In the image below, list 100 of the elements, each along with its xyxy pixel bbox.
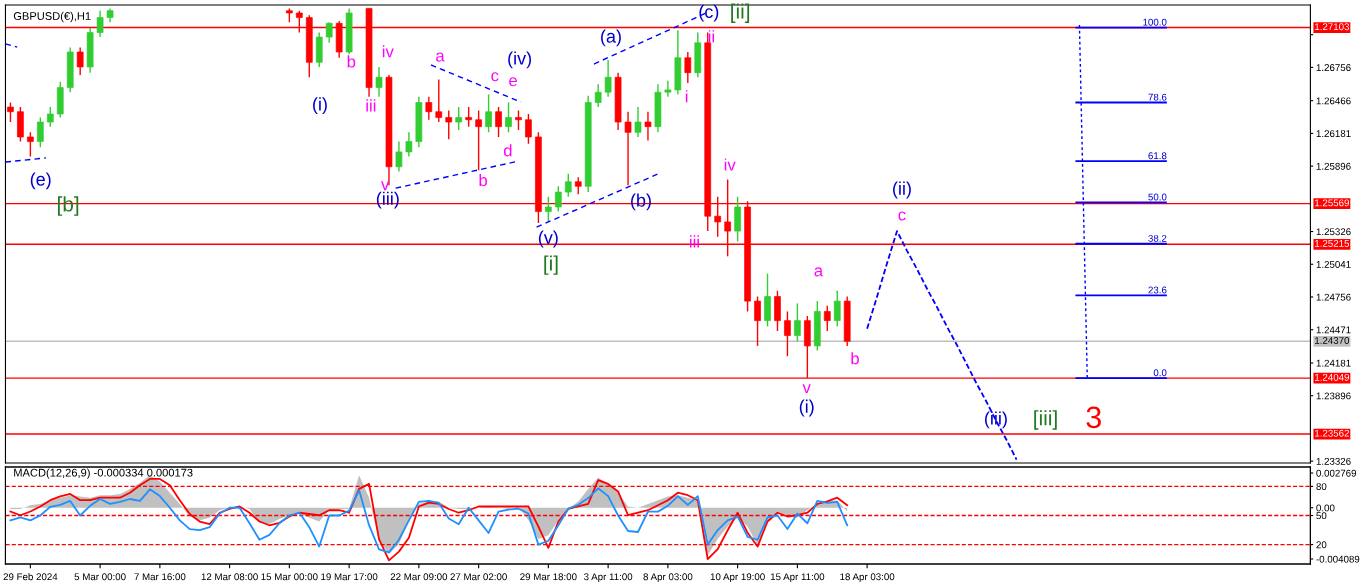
annotation: [iii] — [1034, 410, 1057, 430]
x-tick-label: 19 Mar 17:00 — [321, 573, 378, 581]
annotation: (i) — [313, 97, 327, 115]
y-tick-label: 1.26466 — [1316, 97, 1351, 105]
x-tick-label: 5 Mar 00:00 — [74, 573, 126, 581]
annotation: 38.2 — [1148, 234, 1167, 242]
candlestick — [325, 21, 333, 44]
y-tick-label: 0.002769 — [1316, 469, 1357, 477]
y-tick-label: 1.24471 — [1316, 326, 1351, 334]
candlestick — [485, 93, 492, 134]
y-tick-label: 1.24181 — [1316, 359, 1351, 367]
annotation: b — [479, 173, 488, 187]
annotation: d — [503, 144, 512, 157]
candlestick — [624, 111, 632, 186]
candlestick — [823, 305, 831, 332]
ref-line-label: 1.27103 — [1315, 23, 1350, 31]
candlestick — [7, 101, 14, 123]
annotation: a — [814, 267, 824, 277]
y-tick-label: 1.25326 — [1316, 228, 1351, 236]
candlestick — [425, 96, 433, 121]
ref-line-label: 1.24370 — [1315, 337, 1350, 344]
y-tick-label: 0.00 — [1316, 504, 1335, 512]
annotation: (iv) — [508, 51, 532, 69]
candlestick — [76, 46, 84, 76]
x-tick-label: 10 Apr 19:00 — [710, 573, 765, 583]
y-tick-label: 1.26756 — [1316, 64, 1351, 72]
candlestick — [395, 140, 403, 173]
candlestick — [46, 106, 54, 128]
candlestick — [644, 111, 652, 142]
annotation: (ii) — [893, 181, 911, 199]
annotation: ii — [708, 30, 715, 43]
candlestick — [36, 116, 44, 148]
candlestick — [833, 290, 841, 328]
candlestick — [455, 106, 463, 131]
y2-tick-label: 50 — [1316, 512, 1327, 520]
x-tick-label: 15 Mar 00:00 — [261, 573, 318, 581]
annotation: b — [851, 352, 859, 365]
candlestick — [495, 106, 502, 138]
y-tick-label: 1.25041 — [1316, 261, 1351, 268]
x-tick-label: 3 Apr 11:00 — [583, 573, 633, 583]
text: GBPUSD(€),H1 — [13, 11, 91, 23]
line-series — [9, 487, 849, 554]
annotation: (i) — [799, 399, 814, 417]
annotation: (iii) — [985, 411, 1007, 429]
candlestick — [554, 185, 562, 213]
x-tick-label: 27 Mar 02:00 — [450, 573, 507, 581]
candlestick — [375, 66, 383, 98]
candlestick — [96, 9, 104, 38]
y2-tick-label: 20 — [1316, 541, 1327, 549]
candlestick — [594, 83, 602, 108]
candlestick — [794, 302, 801, 342]
x-tick-label: 29 Feb 2024 — [3, 573, 58, 581]
candlestick — [505, 101, 512, 134]
ref-line-label: 1.25569 — [1315, 199, 1349, 207]
candlestick — [604, 59, 612, 98]
annotation: e — [509, 77, 517, 87]
annotation: 0.0 — [1153, 369, 1167, 377]
y-tick-label: 1.23326 — [1316, 457, 1351, 465]
annotation: (c) — [699, 4, 719, 22]
candlestick — [564, 173, 572, 198]
x-tick-label: 18 Apr 03:00 — [840, 573, 895, 583]
x-tick-label: 22 Mar 09:00 — [390, 573, 448, 581]
candlestick — [684, 51, 692, 84]
annotation: iv — [724, 158, 736, 171]
ref-line-label: 1.24049 — [1315, 373, 1349, 381]
y-tick-label: 1.26181 — [1316, 130, 1351, 138]
candlestick — [515, 109, 522, 131]
candlestick — [445, 109, 453, 140]
candlestick — [405, 131, 413, 158]
candlestick — [525, 113, 532, 145]
y-tick-label: 1.25896 — [1316, 162, 1351, 170]
candlestick — [754, 295, 761, 347]
candlestick — [27, 131, 34, 158]
y-tick-label: 1.23896 — [1316, 392, 1351, 400]
candlestick — [784, 310, 791, 357]
ref-line-label: 1.23562 — [1315, 429, 1349, 437]
annotation: b — [347, 55, 356, 68]
annotation: 50.0 — [1148, 193, 1167, 201]
line-series — [866, 230, 1018, 461]
annotation: 61.8 — [1148, 152, 1167, 160]
annotation: (a) — [601, 29, 621, 47]
annotation: 23.6 — [1148, 286, 1167, 294]
x-tick-label: 15 Apr 11:00 — [770, 573, 825, 583]
chart-title: MACD(12,26,9) -0.000334 0.000173 — [14, 468, 193, 479]
candlestick — [664, 80, 672, 98]
x-tick-label: 12 Mar 08:00 — [201, 573, 258, 581]
annotation: 100.0 — [1143, 18, 1167, 26]
candlestick — [475, 109, 482, 171]
candlestick — [545, 195, 552, 223]
candlestick — [465, 106, 473, 128]
annotation: iv — [382, 45, 394, 58]
annotation: v — [381, 181, 390, 191]
candlestick — [435, 78, 443, 123]
x-tick-label: 7 Mar 16:00 — [134, 573, 186, 581]
annotation: [i] — [544, 255, 558, 275]
annotation: i — [685, 90, 688, 103]
ref-line-label: 1.25215 — [1315, 240, 1350, 247]
annotation: c — [491, 72, 499, 82]
annotation: (v) — [538, 230, 558, 248]
x-tick-label: 8 Apr 03:00 — [643, 573, 693, 583]
